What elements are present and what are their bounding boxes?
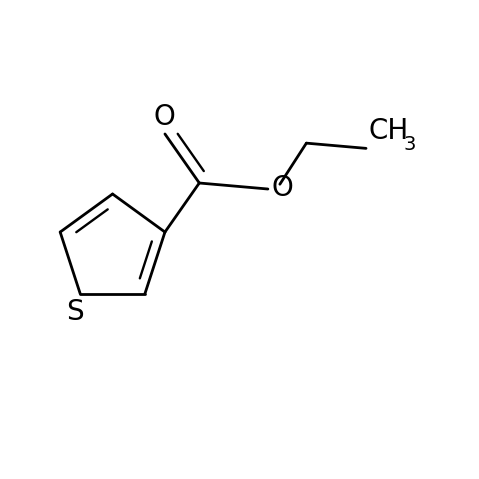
Text: O: O <box>272 174 293 202</box>
Text: O: O <box>153 103 175 131</box>
Text: CH: CH <box>369 117 409 145</box>
Text: S: S <box>67 298 84 326</box>
Text: 3: 3 <box>403 135 416 154</box>
